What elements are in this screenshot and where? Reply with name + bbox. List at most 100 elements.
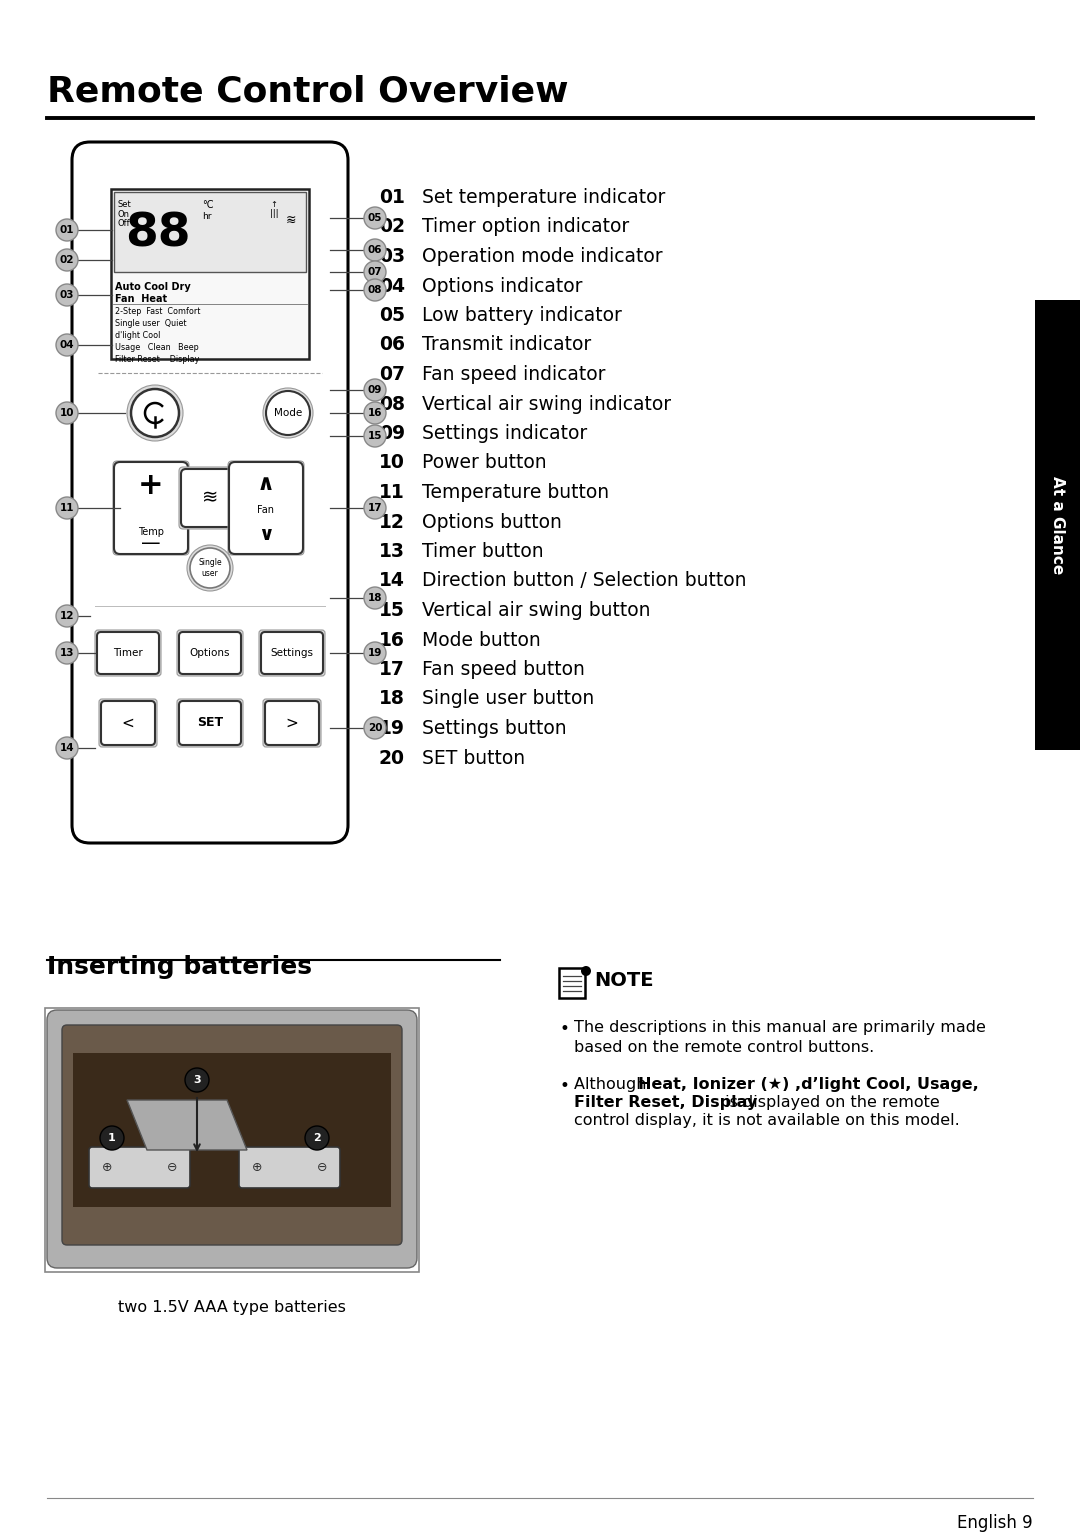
Text: Fan speed indicator: Fan speed indicator: [422, 365, 606, 385]
Text: Low battery indicator: Low battery indicator: [422, 306, 622, 325]
Text: Options indicator: Options indicator: [422, 276, 582, 296]
Text: 18: 18: [379, 689, 405, 708]
Text: Set temperature indicator: Set temperature indicator: [422, 188, 665, 207]
FancyBboxPatch shape: [97, 633, 159, 674]
Circle shape: [364, 239, 386, 260]
Text: 19: 19: [379, 719, 405, 738]
Text: Settings button: Settings button: [422, 719, 567, 738]
Text: 04: 04: [59, 340, 75, 349]
FancyBboxPatch shape: [229, 463, 303, 555]
Text: 20: 20: [368, 723, 382, 732]
Text: Settings indicator: Settings indicator: [422, 424, 588, 443]
Circle shape: [581, 967, 591, 976]
Circle shape: [187, 545, 233, 591]
Text: is displayed on the remote: is displayed on the remote: [720, 1095, 940, 1111]
Circle shape: [190, 548, 230, 588]
Text: 88: 88: [125, 211, 191, 256]
Circle shape: [127, 385, 183, 441]
Text: Timer button: Timer button: [422, 542, 543, 561]
Text: Fan  Heat: Fan Heat: [114, 294, 167, 303]
FancyBboxPatch shape: [181, 469, 239, 527]
Text: 09: 09: [379, 424, 405, 443]
FancyBboxPatch shape: [264, 699, 321, 748]
FancyBboxPatch shape: [1035, 300, 1080, 751]
Text: Vertical air swing indicator: Vertical air swing indicator: [422, 395, 671, 414]
Text: 18: 18: [368, 593, 382, 604]
Text: —: —: [141, 533, 161, 553]
Text: 03: 03: [379, 247, 405, 267]
FancyBboxPatch shape: [228, 461, 303, 555]
Text: 07: 07: [367, 267, 382, 277]
Text: Mode: Mode: [274, 408, 302, 418]
Text: Timer: Timer: [113, 648, 143, 659]
Text: two 1.5V AAA type batteries: two 1.5V AAA type batteries: [118, 1301, 346, 1314]
FancyBboxPatch shape: [179, 633, 241, 674]
Text: 13: 13: [59, 648, 75, 659]
Circle shape: [56, 605, 78, 627]
Text: 07: 07: [379, 365, 405, 385]
Text: Timer option indicator: Timer option indicator: [422, 218, 630, 236]
FancyBboxPatch shape: [45, 1008, 419, 1272]
Text: 06: 06: [379, 336, 405, 354]
Text: Transmit indicator: Transmit indicator: [422, 336, 591, 354]
Text: Auto Cool Dry: Auto Cool Dry: [114, 282, 191, 293]
Text: •: •: [561, 1077, 570, 1095]
Text: Direction button / Selection button: Direction button / Selection button: [422, 571, 746, 590]
Text: °C: °C: [202, 201, 214, 210]
Circle shape: [56, 401, 78, 424]
Text: 11: 11: [379, 483, 405, 502]
Circle shape: [56, 283, 78, 306]
Text: 16: 16: [379, 631, 405, 650]
FancyBboxPatch shape: [559, 968, 585, 997]
Text: Power button: Power button: [422, 453, 546, 472]
Text: Single user button: Single user button: [422, 689, 594, 708]
Text: 19: 19: [368, 648, 382, 659]
FancyBboxPatch shape: [73, 1052, 391, 1207]
FancyBboxPatch shape: [179, 467, 241, 529]
Text: 2-Step  Fast  Comfort: 2-Step Fast Comfort: [114, 306, 201, 316]
Text: •: •: [561, 1020, 570, 1039]
Text: 1: 1: [108, 1134, 116, 1143]
Text: SET button: SET button: [422, 749, 525, 768]
Text: 01: 01: [59, 225, 75, 234]
Text: Mode button: Mode button: [422, 631, 541, 650]
Text: Heat, Ionizer (★) ,d’light Cool, Usage,: Heat, Ionizer (★) ,d’light Cool, Usage,: [638, 1077, 978, 1092]
Circle shape: [185, 1068, 210, 1092]
Circle shape: [364, 378, 386, 401]
Text: Set
On
Off: Set On Off: [118, 201, 132, 228]
FancyBboxPatch shape: [177, 630, 243, 676]
Text: ↑
|||: ↑ |||: [270, 201, 279, 218]
Circle shape: [364, 401, 386, 424]
Text: 04: 04: [379, 276, 405, 296]
Text: Options: Options: [190, 648, 230, 659]
FancyBboxPatch shape: [261, 633, 323, 674]
Text: Settings: Settings: [270, 648, 313, 659]
Text: 3: 3: [193, 1075, 201, 1085]
Text: 17: 17: [379, 660, 405, 679]
Circle shape: [56, 642, 78, 663]
Text: d'light Cool: d'light Cool: [114, 331, 160, 340]
Circle shape: [364, 496, 386, 519]
Circle shape: [56, 737, 78, 758]
Text: Operation mode indicator: Operation mode indicator: [422, 247, 663, 267]
Text: 01: 01: [379, 188, 405, 207]
Circle shape: [100, 1126, 124, 1151]
Text: Temperature button: Temperature button: [422, 483, 609, 502]
Text: 10: 10: [59, 408, 75, 418]
Text: 16: 16: [368, 408, 382, 418]
FancyBboxPatch shape: [265, 702, 319, 745]
Circle shape: [364, 642, 386, 663]
Circle shape: [364, 260, 386, 283]
Text: Single user  Quiet: Single user Quiet: [114, 319, 187, 328]
Text: 09: 09: [368, 385, 382, 395]
Text: Fan: Fan: [257, 506, 274, 515]
Circle shape: [364, 207, 386, 228]
Text: 03: 03: [59, 290, 75, 300]
Text: 08: 08: [368, 285, 382, 296]
Text: Single
user: Single user: [199, 558, 221, 578]
Text: Options button: Options button: [422, 513, 562, 532]
FancyBboxPatch shape: [111, 188, 309, 358]
Text: At a Glance: At a Glance: [1050, 476, 1065, 574]
Circle shape: [56, 334, 78, 355]
Circle shape: [364, 717, 386, 738]
